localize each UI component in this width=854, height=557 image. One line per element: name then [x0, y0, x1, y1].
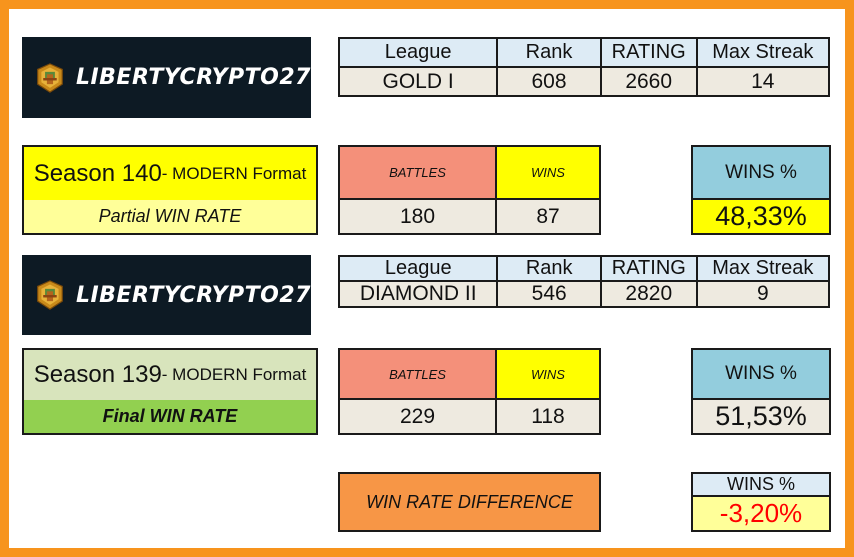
- win-rate-difference-label: WIN RATE DIFFERENCE: [338, 472, 601, 532]
- season-139-wins-pct: WINS % 51,53%: [691, 348, 831, 435]
- wins-label: WINS: [497, 350, 599, 398]
- rating-value: 2820: [599, 280, 698, 308]
- season-number: Season 140: [33, 159, 162, 187]
- rank-value: 608: [496, 66, 602, 97]
- stats-table-season-140: League Rank RATING Max Streak GOLD I 608…: [337, 37, 831, 97]
- season-140-panel: Season 140 - MODERN Format Partial WIN R…: [22, 145, 318, 235]
- league-value: DIAMOND II: [337, 280, 499, 308]
- wins-pct-label: WINS %: [693, 474, 829, 497]
- stats-table-season-139: League Rank RATING Max Streak DIAMOND II…: [337, 255, 831, 308]
- league-value: GOLD I: [337, 66, 499, 97]
- header-max-streak: Max Streak: [695, 37, 831, 68]
- wins-value: 118: [531, 404, 565, 428]
- logo-banner-top: LIBERTYCRYPTO27: [22, 37, 311, 118]
- season-format: - MODERN Format: [161, 365, 307, 384]
- wins-pct-label: WINS %: [693, 350, 829, 400]
- season-140-subtitle: Partial WIN RATE: [24, 200, 316, 233]
- splinterlands-emblem-icon: [37, 280, 63, 310]
- wins-pct-label: WINS %: [693, 147, 829, 200]
- logo-banner-bottom: LIBERTYCRYPTO27: [22, 255, 311, 335]
- brand-name: LIBERTYCRYPTO27: [75, 65, 311, 90]
- header-league: League: [337, 255, 499, 282]
- battles-value: 180: [340, 200, 497, 233]
- wins-value: 87: [536, 204, 560, 228]
- difference-value: -3,20%: [693, 497, 829, 530]
- season-139-title: Season 139 - MODERN Format: [24, 350, 316, 400]
- battles-label: BATTLES: [340, 147, 497, 198]
- header-league: League: [337, 37, 499, 68]
- splinterlands-emblem-icon: [37, 62, 63, 93]
- battles-label: BATTLES: [340, 350, 497, 398]
- header-rating: RATING: [599, 255, 698, 282]
- difference-wins-pct: WINS % -3,20%: [691, 472, 831, 532]
- brand-name: LIBERTYCRYPTO27: [75, 282, 311, 308]
- rating-value: 2660: [599, 66, 698, 97]
- season-139-panel: Season 139 - MODERN Format Final WIN RAT…: [22, 348, 318, 435]
- wins-pct-value: 51,53%: [693, 400, 829, 433]
- header-max-streak: Max Streak: [695, 255, 831, 282]
- wins-pct-value: 48,33%: [693, 200, 829, 233]
- season-140-wins-pct: WINS % 48,33%: [691, 145, 831, 235]
- rank-value: 546: [496, 280, 602, 308]
- season-format: - MODERN Format: [161, 163, 307, 183]
- header-rating: RATING: [599, 37, 698, 68]
- battles-value: 229: [340, 400, 497, 433]
- header-rank: Rank: [496, 255, 602, 282]
- season-139-battles-wins: BATTLES WINS 229 118: [338, 348, 601, 435]
- header-rank: Rank: [496, 37, 602, 68]
- wins-label: WINS: [497, 147, 599, 198]
- season-140-title: Season 140 - MODERN Format: [24, 147, 316, 200]
- season-139-subtitle: Final WIN RATE: [24, 400, 316, 433]
- season-number: Season 139: [33, 361, 162, 388]
- season-140-battles-wins: BATTLES WINS 180 87: [338, 145, 601, 235]
- max-streak-value: 14: [695, 66, 831, 97]
- max-streak-value: 9: [695, 280, 831, 308]
